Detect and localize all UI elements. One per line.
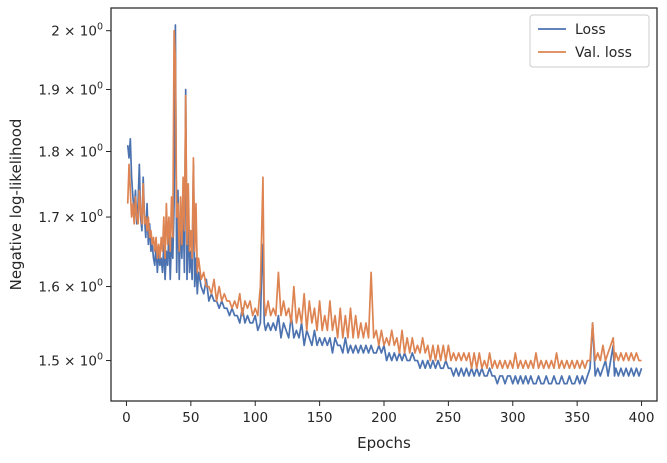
legend-entry: Val. loss [575,45,632,61]
y-tick-label: 1.8 × 100 [38,143,103,161]
x-tick-label: 100 [242,410,268,426]
y-tick-label: 1.7 × 100 [38,208,103,226]
x-tick-label: 50 [182,410,199,426]
x-tick-label: 150 [307,410,333,426]
x-axis-ticks: 0 50 100 150 200 250 300 350 400 [122,401,654,426]
y-axis-label: Negative log-likelihood [7,119,25,291]
x-tick-label: 300 [500,410,526,426]
x-axis-label: Epochs [357,434,411,452]
series-line-val-loss [126,29,642,370]
legend: Loss Val. loss [529,14,650,68]
y-tick-label: 2 × 100 [51,22,103,40]
x-tick-label: 400 [629,410,655,426]
legend-entry: Loss [575,22,606,38]
y-tick-label: 1.5 × 100 [38,352,103,370]
x-tick-label: 250 [435,410,461,426]
x-tick-label: 200 [371,410,397,426]
y-axis-ticks: 1.5 × 100 1.6 × 100 1.7 × 100 1.8 × 100 1.9 … [38,22,111,370]
series-line-loss [126,24,643,385]
x-tick-label: 0 [122,410,131,426]
legend-box [529,14,650,68]
series-layer [126,24,643,385]
y-tick-label: 1.9 × 100 [38,81,103,99]
y-tick-label: 1.6 × 100 [38,278,103,296]
x-tick-label: 350 [564,410,590,426]
